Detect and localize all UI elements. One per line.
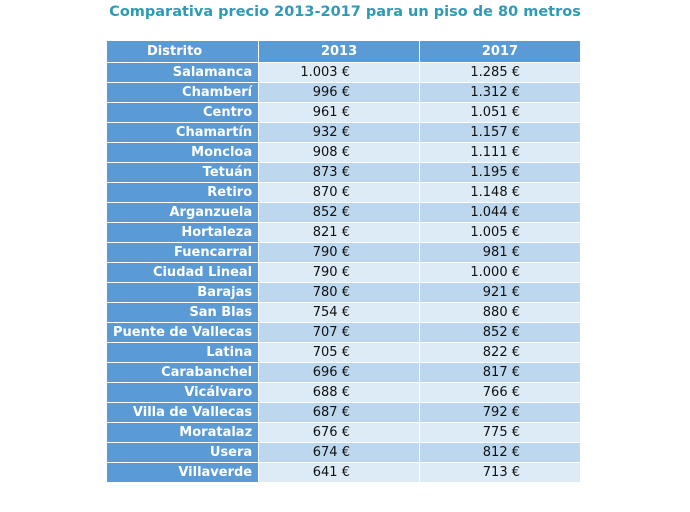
cell-2013: 873 € bbox=[259, 163, 420, 183]
cell-distrito: Usera bbox=[107, 443, 260, 463]
table-row: Salamanca 1.003 €1.285 € bbox=[107, 63, 580, 83]
cell-2013: 674 € bbox=[259, 443, 420, 463]
header-distrito: Distrito bbox=[107, 41, 260, 63]
header-2017: 2017 bbox=[419, 41, 580, 63]
cell-distrito: Salamanca bbox=[107, 63, 260, 83]
cell-2013: 908 € bbox=[259, 143, 420, 163]
table-row: Centro 961 €1.051 € bbox=[107, 103, 580, 123]
table-row: Ciudad Lineal 790 €1.000 € bbox=[107, 263, 580, 283]
cell-2017: 792 € bbox=[419, 403, 580, 423]
header-2013: 2013 bbox=[259, 41, 420, 63]
cell-2017: 1.195 € bbox=[419, 163, 580, 183]
cell-2013: 705 € bbox=[259, 343, 420, 363]
cell-2013: 676 € bbox=[259, 423, 420, 443]
cell-2017: 921 € bbox=[419, 283, 580, 303]
cell-distrito: Latina bbox=[107, 343, 260, 363]
cell-distrito: Chamartín bbox=[107, 123, 260, 143]
cell-2013: 790 € bbox=[259, 263, 420, 283]
cell-2013: 996 € bbox=[259, 83, 420, 103]
cell-distrito: San Blas bbox=[107, 303, 260, 323]
cell-2017: 817 € bbox=[419, 363, 580, 383]
cell-2017: 1.051 € bbox=[419, 103, 580, 123]
cell-distrito: Fuencarral bbox=[107, 243, 260, 263]
cell-distrito: Centro bbox=[107, 103, 260, 123]
table-row: San Blas 754 €880 € bbox=[107, 303, 580, 323]
cell-2017: 1.000 € bbox=[419, 263, 580, 283]
cell-2013: 754 € bbox=[259, 303, 420, 323]
cell-2017: 1.044 € bbox=[419, 203, 580, 223]
cell-2013: 870 € bbox=[259, 183, 420, 203]
cell-2013: 696 € bbox=[259, 363, 420, 383]
cell-2013: 852 € bbox=[259, 203, 420, 223]
cell-2013: 688 € bbox=[259, 383, 420, 403]
table-row: Retiro 870 €1.148 € bbox=[107, 183, 580, 203]
cell-distrito: Villa de Vallecas bbox=[107, 403, 260, 423]
table-row: Vicálvaro 688 €766 € bbox=[107, 383, 580, 403]
cell-2017: 1.312 € bbox=[419, 83, 580, 103]
cell-distrito: Ciudad Lineal bbox=[107, 263, 260, 283]
table-row: Latina 705 €822 € bbox=[107, 343, 580, 363]
cell-distrito: Barajas bbox=[107, 283, 260, 303]
cell-2013: 780 € bbox=[259, 283, 420, 303]
table-row: Arganzuela 852 €1.044 € bbox=[107, 203, 580, 223]
cell-distrito: Moncloa bbox=[107, 143, 260, 163]
table-row: Hortaleza 821 €1.005 € bbox=[107, 223, 580, 243]
cell-distrito: Villaverde bbox=[107, 463, 260, 483]
table-row: Moncloa 908 €1.111 € bbox=[107, 143, 580, 163]
cell-distrito: Retiro bbox=[107, 183, 260, 203]
cell-2017: 812 € bbox=[419, 443, 580, 463]
cell-distrito: Tetuán bbox=[107, 163, 260, 183]
cell-distrito: Puente de Vallecas bbox=[107, 323, 260, 343]
header-row: Distrito 2013 2017 bbox=[107, 41, 580, 63]
cell-2013: 932 € bbox=[259, 123, 420, 143]
cell-2017: 1.157 € bbox=[419, 123, 580, 143]
table-row: Villa de Vallecas 687 €792 € bbox=[107, 403, 580, 423]
chart-title: Comparativa precio 2013-2017 para un pis… bbox=[109, 4, 581, 20]
cell-distrito: Moratalaz bbox=[107, 423, 260, 443]
table-row: Fuencarral 790 €981 € bbox=[107, 243, 580, 263]
cell-2013: 641 € bbox=[259, 463, 420, 483]
cell-2017: 981 € bbox=[419, 243, 580, 263]
cell-distrito: Arganzuela bbox=[107, 203, 260, 223]
cell-2017: 1.285 € bbox=[419, 63, 580, 83]
cell-distrito: Carabanchel bbox=[107, 363, 260, 383]
table-row: Chamberí 996 €1.312 € bbox=[107, 83, 580, 103]
cell-2017: 766 € bbox=[419, 383, 580, 403]
table-row: Puente de Vallecas 707 €852 € bbox=[107, 323, 580, 343]
table-row: Barajas 780 €921 € bbox=[107, 283, 580, 303]
cell-distrito: Vicálvaro bbox=[107, 383, 260, 403]
cell-2013: 1.003 € bbox=[259, 63, 420, 83]
table-row: Chamartín 932 €1.157 € bbox=[107, 123, 580, 143]
cell-2017: 1.148 € bbox=[419, 183, 580, 203]
cell-2017: 713 € bbox=[419, 463, 580, 483]
table-body: Salamanca 1.003 €1.285 € Chamberí 996 €1.31… bbox=[107, 63, 580, 483]
table-row: Tetuán 873 €1.195 € bbox=[107, 163, 580, 183]
table-header: Distrito 2013 2017 bbox=[107, 41, 580, 63]
cell-2017: 1.005 € bbox=[419, 223, 580, 243]
cell-distrito: Chamberí bbox=[107, 83, 260, 103]
cell-distrito: Hortaleza bbox=[107, 223, 260, 243]
cell-2017: 822 € bbox=[419, 343, 580, 363]
cell-2013: 821 € bbox=[259, 223, 420, 243]
cell-2013: 961 € bbox=[259, 103, 420, 123]
cell-2017: 852 € bbox=[419, 323, 580, 343]
table-row: Moratalaz 676 €775 € bbox=[107, 423, 580, 443]
table-row: Carabanchel 696 €817 € bbox=[107, 363, 580, 383]
table-row: Villaverde 641 €713 € bbox=[107, 463, 580, 483]
table-row: Usera 674 €812 € bbox=[107, 443, 580, 463]
price-table: Distrito 2013 2017 Salamanca 1.003 €1.285… bbox=[107, 41, 580, 483]
cell-2013: 707 € bbox=[259, 323, 420, 343]
cell-2013: 790 € bbox=[259, 243, 420, 263]
cell-2017: 880 € bbox=[419, 303, 580, 323]
cell-2017: 775 € bbox=[419, 423, 580, 443]
cell-2013: 687 € bbox=[259, 403, 420, 423]
cell-2017: 1.111 € bbox=[419, 143, 580, 163]
